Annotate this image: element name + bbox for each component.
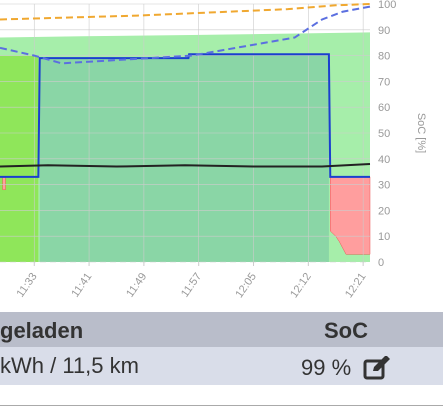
y-tick-label: 80: [378, 51, 390, 63]
header-cell: geladen: [0, 318, 84, 343]
edit-icon[interactable]: [363, 356, 393, 380]
y-tick-label: 70: [378, 76, 390, 88]
x-tick-label: 12:05: [233, 271, 259, 300]
y-tick-label: 100: [378, 0, 396, 11]
cell: 99 %: [301, 355, 352, 380]
x-tick-label: 11:49: [124, 271, 149, 300]
y-axis-label: SoC [%]: [415, 113, 427, 153]
y-tick-label: 20: [378, 205, 390, 217]
y-tick-label: 0: [378, 257, 384, 269]
band: [2, 176, 6, 191]
separator: [0, 405, 443, 406]
dashed-line: [0, 3, 371, 21]
chart: SoC [%] 0 10 20 30 40 50 60 70 80 90 100 11:33 11:41…: [0, 0, 427, 300]
table-row: kWh / 11,5 km 99 %: [0, 347, 443, 385]
x-tick-label: 12:21: [343, 271, 369, 300]
x-tick-label: 12:12: [288, 271, 314, 300]
header-cell: SoC: [324, 318, 368, 343]
y-tick-label: 50: [378, 128, 390, 140]
x-tick-label: 11:33: [15, 271, 40, 300]
x-tick-label: 11:57: [179, 271, 204, 300]
y-tick-label: 90: [378, 25, 390, 37]
y-tick-label: 30: [378, 180, 390, 192]
table-header: geladen SoC: [0, 312, 443, 347]
y-tick-label: 40: [378, 154, 390, 166]
y-tick-label: 10: [378, 231, 390, 243]
table: geladen SoC kWh / 11,5 km 99 %: [0, 312, 443, 385]
y-tick-label: 60: [378, 102, 390, 114]
x-tick-label: 11:41: [69, 271, 94, 300]
dashed-line: [0, 5, 371, 65]
line: [0, 162, 371, 168]
area: [39, 54, 329, 263]
cell: kWh / 11,5 km: [0, 353, 139, 378]
